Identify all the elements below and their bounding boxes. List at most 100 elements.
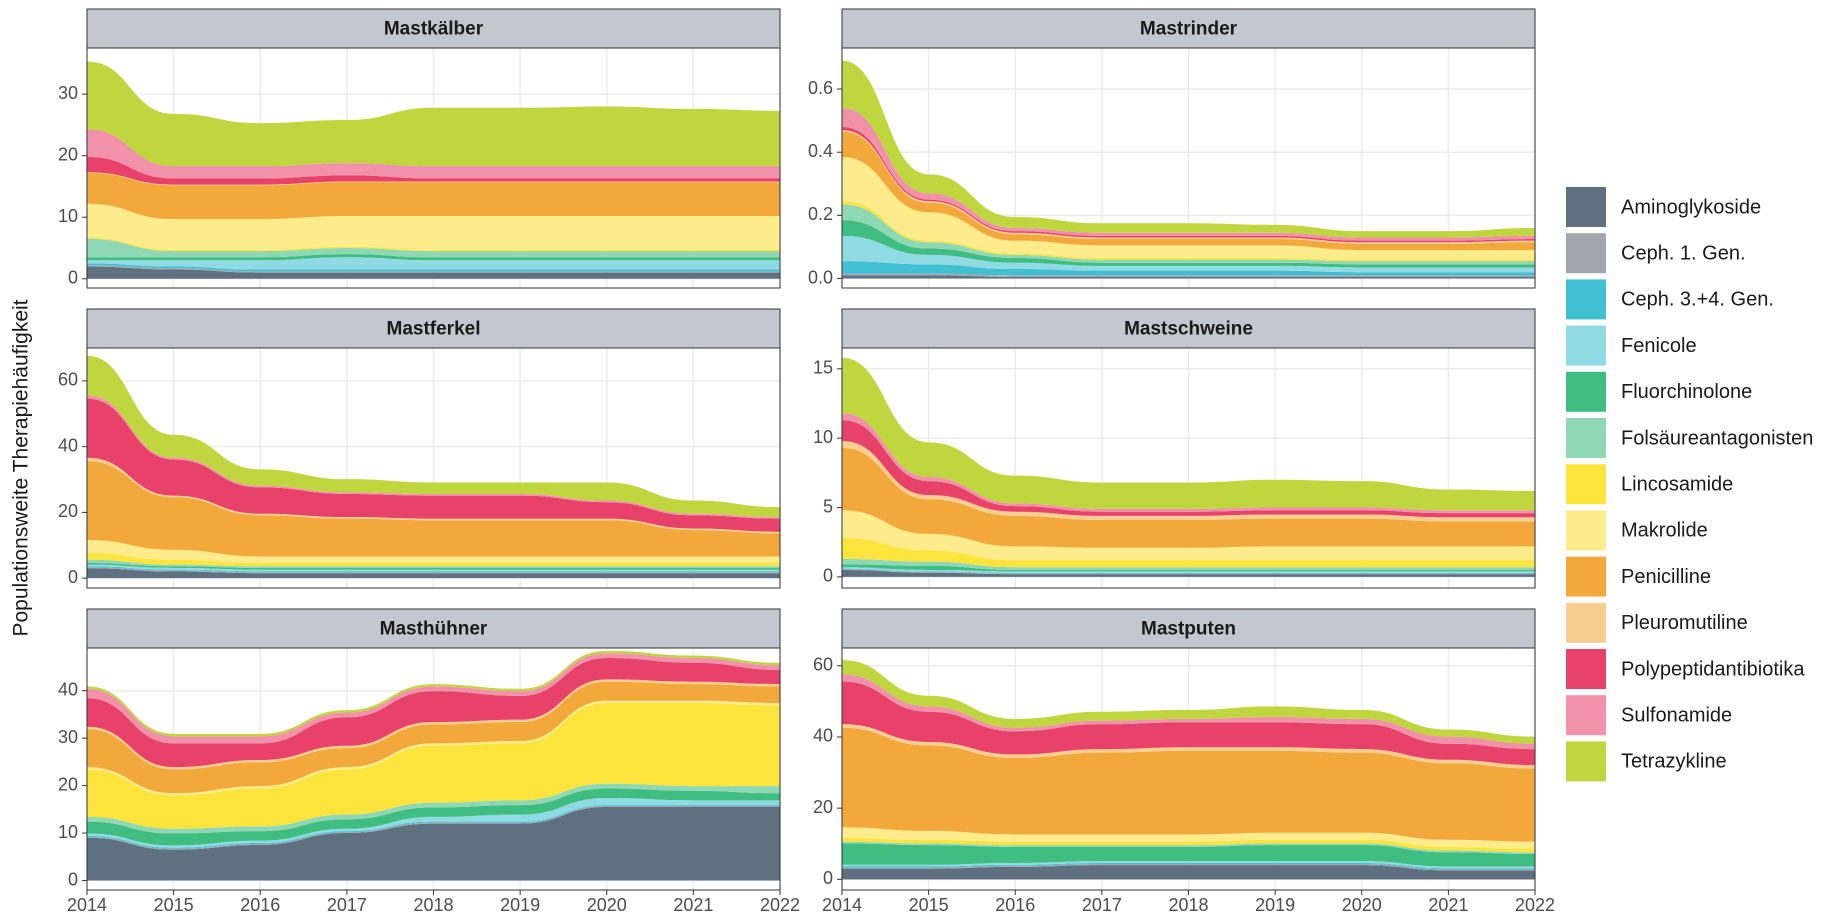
area [842,235,1535,273]
y-tick-label: 0.4 [808,141,833,161]
area [842,569,1535,577]
legend-key [1566,510,1606,551]
area [87,540,780,564]
y-tick-label: 40 [58,679,78,699]
panel-title: Masthühner [380,619,488,640]
legend-key [1566,371,1606,412]
x-tick-label: 2014 [822,895,862,915]
area [842,357,1535,511]
legend-key [1566,464,1606,505]
y-tick-label: 40 [58,435,78,455]
strip [841,8,1536,49]
y-tick-label: 0.2 [808,204,833,224]
area [87,553,780,567]
y-tick-label: 5 [823,496,833,516]
legend-key [1566,741,1606,782]
strip [86,308,781,349]
y-tick-label: 0 [823,566,833,586]
x-tick-label: 2016 [240,895,280,915]
area [87,172,780,220]
area [87,653,780,744]
x-tick-label: 2016 [995,895,1035,915]
panel-title: Mastferkel [387,319,481,340]
x-tick-label: 2019 [1255,895,1295,915]
legend-key [1566,233,1606,274]
y-tick-label: 0 [823,868,833,888]
y-tick-label: 15 [813,358,833,378]
legend-label: Penicilline [1621,566,1711,588]
panel-title: Mastputen [1141,619,1236,640]
legend-key [1566,695,1606,736]
area [842,724,1535,769]
y-tick-label: 20 [58,501,78,521]
area [87,783,780,834]
area [842,838,1535,853]
area [87,461,780,557]
legend-key [1566,279,1606,320]
area [87,355,780,517]
y-tick-label: 10 [58,206,78,226]
y-tick-label: 0.6 [808,78,833,98]
area [842,865,1535,880]
area [842,841,1535,855]
legend-label: Ceph. 1. Gen. [1621,242,1746,264]
legend-key [1566,556,1606,597]
strip [841,308,1536,349]
area [842,727,1535,842]
legend-label: Fluorchinolone [1621,381,1752,403]
area [87,566,780,573]
panel-title: Mastkälber [384,19,484,40]
legend-label: Fenicole [1621,335,1697,357]
y-tick-label: 30 [58,727,78,747]
x-tick-label: 2022 [1515,895,1555,915]
area [87,564,780,572]
panel-border [86,47,781,289]
area [842,569,1535,575]
panel-border [86,647,781,891]
panel-title: Mastrinder [1140,19,1238,40]
area [87,806,780,881]
area [87,156,780,185]
area [87,61,780,167]
area [842,681,1535,766]
area [87,398,780,532]
area [87,567,780,574]
area [842,843,1535,867]
y-tick-label: 20 [58,144,78,164]
y-tick-label: 40 [813,726,833,746]
area [842,864,1535,871]
area [87,457,780,534]
y-tick-label: 10 [58,822,78,842]
area [87,657,780,768]
y-tick-label: 20 [58,774,78,794]
area [87,238,780,258]
legend-label: Tetrazykline [1621,751,1727,773]
x-tick-label: 2015 [154,895,194,915]
area [87,681,780,794]
legend-key [1566,187,1606,227]
legend-label: Pleuromutiline [1621,612,1748,634]
y-tick-label: 20 [813,797,833,817]
y-axis-title: Populationsweite Therapiehäufigkeit [10,299,33,636]
x-tick-label: 2017 [1082,895,1122,915]
panel-border [841,347,1536,589]
y-tick-label: 60 [58,370,78,390]
panel-border [841,47,1536,289]
legend-label: Sulfonamide [1621,704,1732,726]
legend-label: Lincosamide [1621,473,1733,495]
area [87,679,780,770]
strip [86,608,781,649]
area [87,568,780,579]
legend-label: Ceph. 3.+4. Gen. [1621,289,1774,311]
area [87,203,780,250]
strip [86,8,781,49]
legend-label: Makrolide [1621,520,1708,542]
x-tick-label: 2014 [67,895,107,915]
x-tick-label: 2018 [413,895,453,915]
area [842,862,1535,870]
panel-border [841,647,1536,891]
y-tick-label: 0 [68,567,78,587]
legend-label: Polypeptidantibiotika [1621,658,1805,680]
